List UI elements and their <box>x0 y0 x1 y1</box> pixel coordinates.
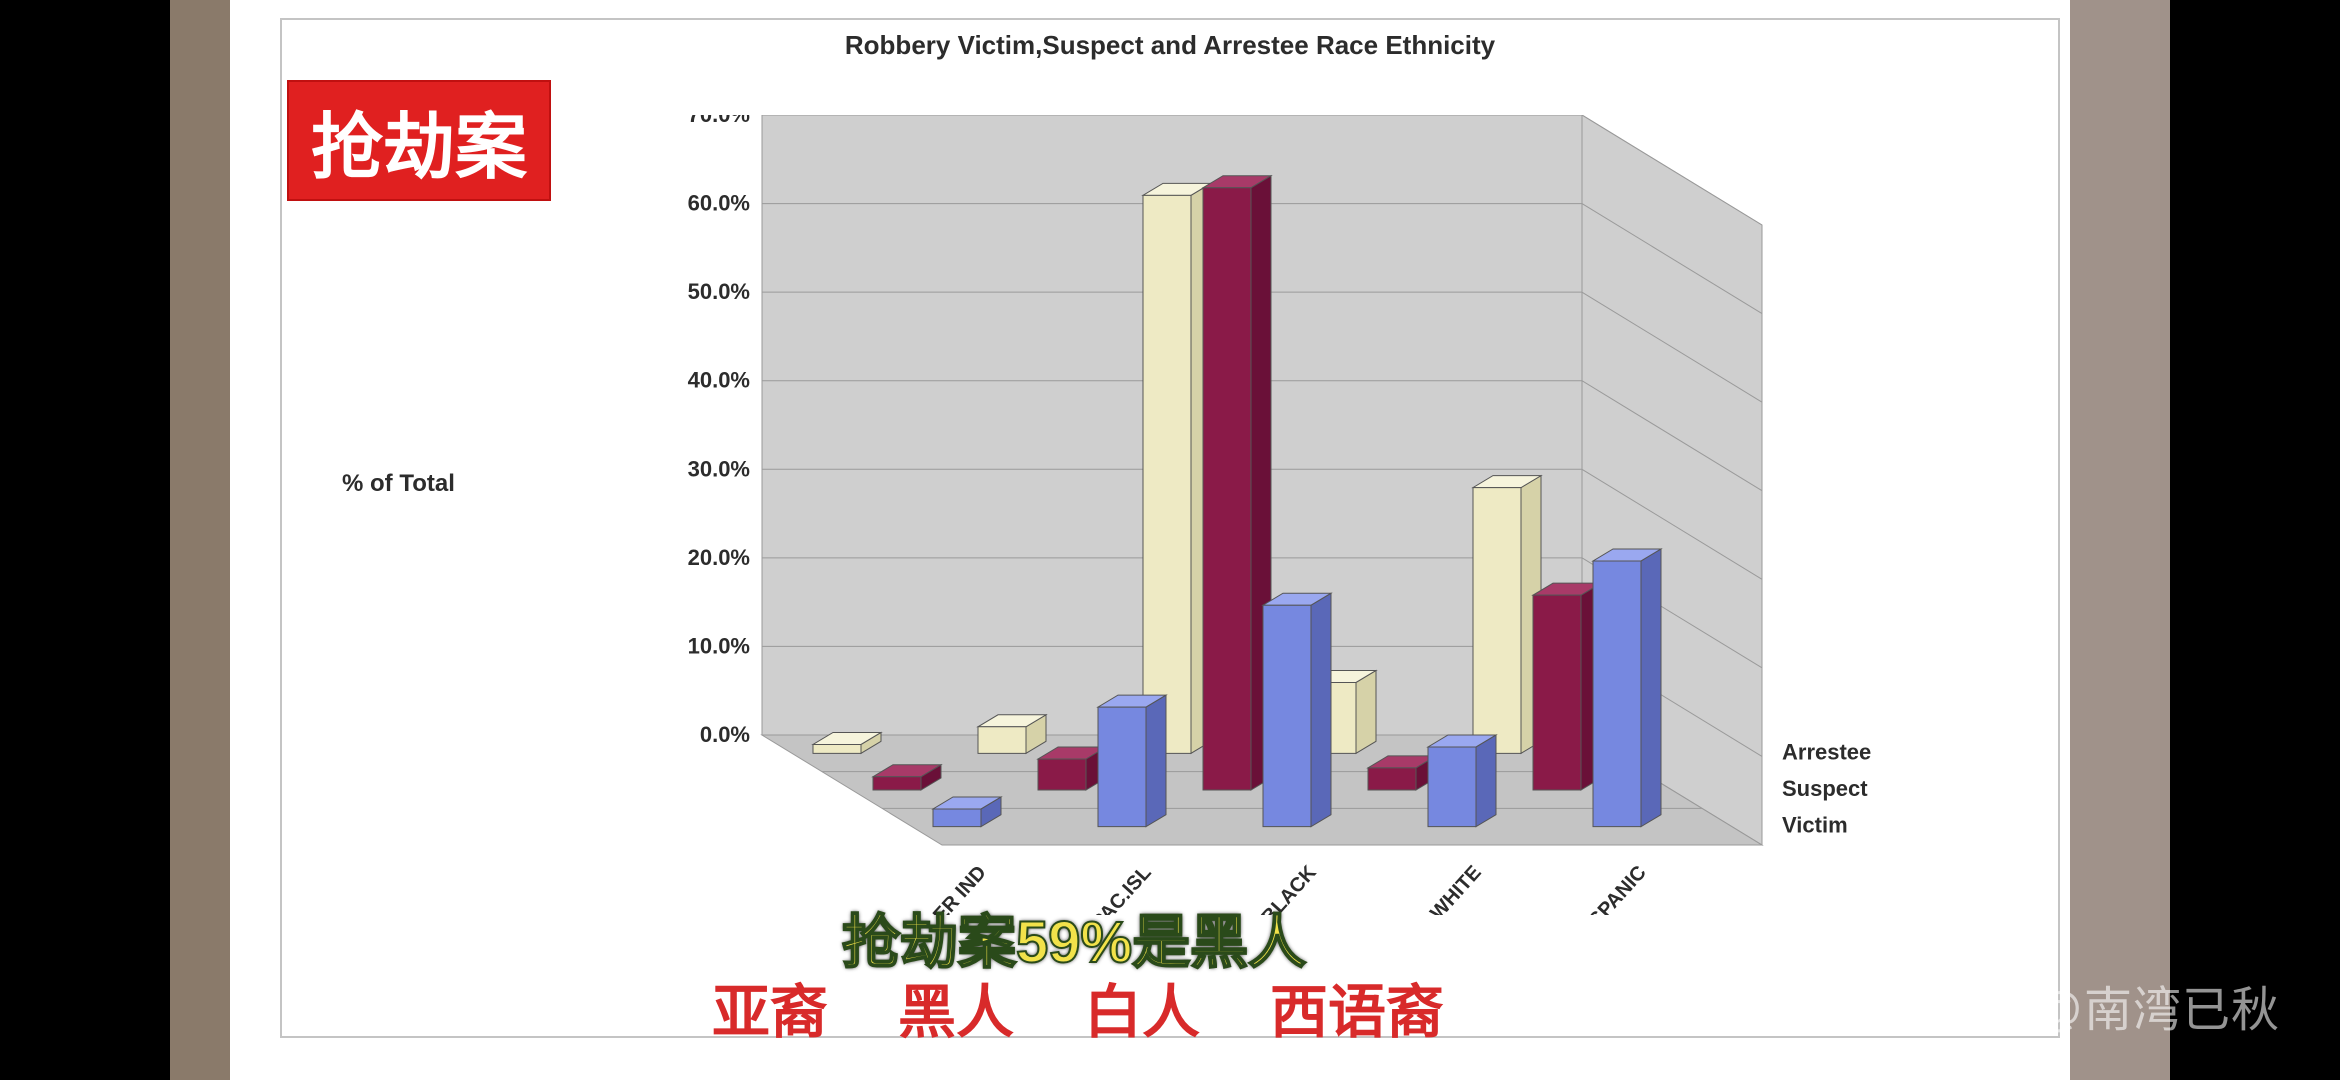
svg-text:60.0%: 60.0% <box>688 191 750 216</box>
chart-title: Robbery Victim,Suspect and Arrestee Race… <box>282 30 2058 61</box>
svg-text:Victim: Victim <box>1782 813 1848 838</box>
plot-3d: 0.0% 10.0% 20.0% 30.0% 40.0% 50.0% 60.0% 70.0% V… <box>582 115 1982 915</box>
chart-card: Robbery Victim,Suspect and Arrestee Race… <box>280 18 2060 1038</box>
caption-red-asian: 亚裔 <box>712 965 828 1049</box>
svg-text:0.0%: 0.0% <box>700 722 750 747</box>
svg-text:WHITE: WHITE <box>1426 862 1485 915</box>
svg-text:70.0%: 70.0% <box>688 115 750 127</box>
y-axis-label: % of Total <box>342 470 455 498</box>
caption-red-white: 白人 <box>1084 965 1200 1049</box>
svg-text:HISPANIC: HISPANIC <box>1571 862 1650 915</box>
svg-text:50.0%: 50.0% <box>688 279 750 304</box>
stage: Robbery Victim,Suspect and Arrestee Race… <box>170 0 2170 1080</box>
svg-text:10.0%: 10.0% <box>688 633 750 658</box>
svg-text:Suspect: Suspect <box>1782 776 1868 801</box>
caption-red-black: 黑人 <box>898 965 1014 1049</box>
badge-robbery: 抢劫案 <box>287 80 551 201</box>
svg-text:20.0%: 20.0% <box>688 545 750 570</box>
svg-text:30.0%: 30.0% <box>688 456 750 481</box>
caption-red-hispanic: 西语裔 <box>1270 965 1444 1049</box>
svg-text:Arrestee: Arrestee <box>1782 739 1871 764</box>
caption-red-row: 亚裔 黑人 白人 西语裔 <box>712 965 1444 1049</box>
chart-svg: 0.0% 10.0% 20.0% 30.0% 40.0% 50.0% 60.0% 70.0% V… <box>582 115 1982 915</box>
svg-text:40.0%: 40.0% <box>688 368 750 393</box>
watermark: 知乎 @南湾已秋 <box>1922 970 2280 1040</box>
